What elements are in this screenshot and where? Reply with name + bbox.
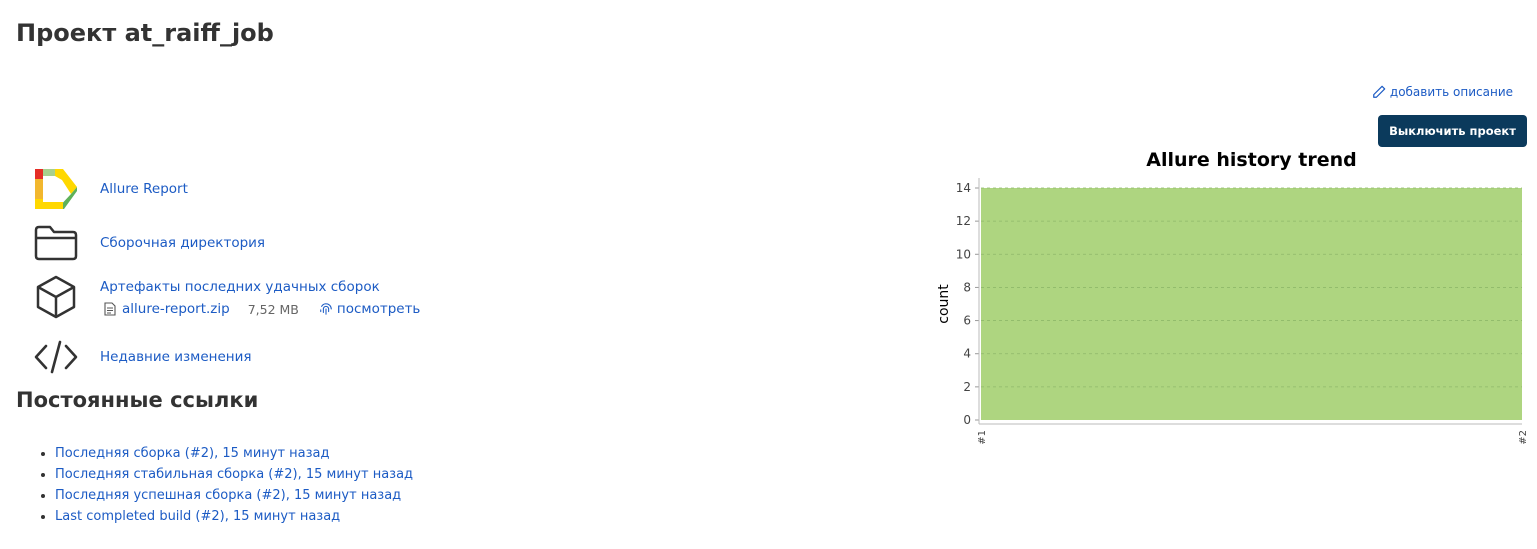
- fingerprint-icon: [320, 303, 332, 315]
- artifact-file-link[interactable]: allure-report.zip: [122, 301, 230, 317]
- artifact-view-link[interactable]: посмотреть: [319, 301, 421, 317]
- chart-title: Allure history trend: [1146, 149, 1356, 171]
- permalink-last-successful[interactable]: Последняя успешная сборка (#2), 15 минут…: [55, 488, 402, 503]
- series-area: [981, 188, 1522, 420]
- changes-row: Недавние изменения: [32, 333, 252, 381]
- x-tick-label: #1: [977, 430, 988, 445]
- artifacts-link[interactable]: Артефакты последних удачных сборок: [100, 279, 380, 295]
- artifact-view-label: посмотреть: [336, 301, 421, 317]
- y-tick-label: 14: [956, 181, 971, 195]
- page-title: Проект at_raiff_job: [16, 19, 274, 47]
- artifacts-row: Артефакты последних удачных сборок: [32, 273, 380, 321]
- file-icon: [104, 302, 116, 316]
- folder-icon: [32, 219, 80, 267]
- permalinks-title: Постоянные ссылки: [16, 388, 259, 412]
- list-item: Последняя сборка (#2), 15 минут назад: [55, 443, 413, 464]
- permalinks-list: Последняя сборка (#2), 15 минут назад По…: [37, 443, 413, 527]
- x-tick-label: #2: [1518, 430, 1529, 445]
- y-tick-label: 4: [963, 347, 971, 361]
- changes-link[interactable]: Недавние изменения: [100, 349, 252, 365]
- code-icon: [32, 333, 80, 381]
- list-item: Последняя успешная сборка (#2), 15 минут…: [55, 485, 413, 506]
- permalink-last-completed[interactable]: Last completed build (#2), 15 минут наза…: [55, 509, 341, 524]
- add-description-link[interactable]: добавить описание: [1372, 85, 1513, 99]
- list-item: Last completed build (#2), 15 минут наза…: [55, 506, 413, 527]
- permalink-last-build[interactable]: Последняя сборка (#2), 15 минут назад: [55, 446, 330, 461]
- pencil-icon: [1373, 85, 1386, 98]
- workspace-link[interactable]: Сборочная директория: [100, 235, 266, 251]
- add-description-label: добавить описание: [1389, 85, 1513, 99]
- y-axis-label: count: [936, 284, 952, 324]
- disable-project-button[interactable]: Выключить проект: [1378, 115, 1527, 147]
- allure-report-link[interactable]: Allure Report: [100, 181, 188, 197]
- y-tick-label: 10: [956, 247, 971, 261]
- artifact-size: 7,52 MB: [247, 301, 299, 317]
- allure-logo-icon: [32, 165, 80, 213]
- y-tick-label: 6: [963, 314, 971, 328]
- y-tick-label: 8: [963, 280, 971, 294]
- artifact-item: allure-report.zip 7,52 MB посмотреть: [104, 301, 420, 317]
- allure-trend-chart[interactable]: Allure history trend 0 2 4 6 8 10 12 14 count #1 #2: [926, 140, 1536, 460]
- y-tick-label: 12: [956, 214, 971, 228]
- list-item: Последняя стабильная сборка (#2), 15 мин…: [55, 464, 413, 485]
- y-tick-label: 2: [963, 380, 971, 394]
- workspace-row: Сборочная директория: [32, 219, 265, 267]
- y-tick-label: 0: [963, 413, 971, 427]
- allure-trend-svg: Allure history trend 0 2 4 6 8 10 12 14 count #1 #2: [936, 149, 1529, 445]
- allure-report-row: Allure Report: [32, 165, 188, 213]
- box-icon: [32, 273, 80, 321]
- permalink-last-stable[interactable]: Последняя стабильная сборка (#2), 15 мин…: [55, 467, 414, 482]
